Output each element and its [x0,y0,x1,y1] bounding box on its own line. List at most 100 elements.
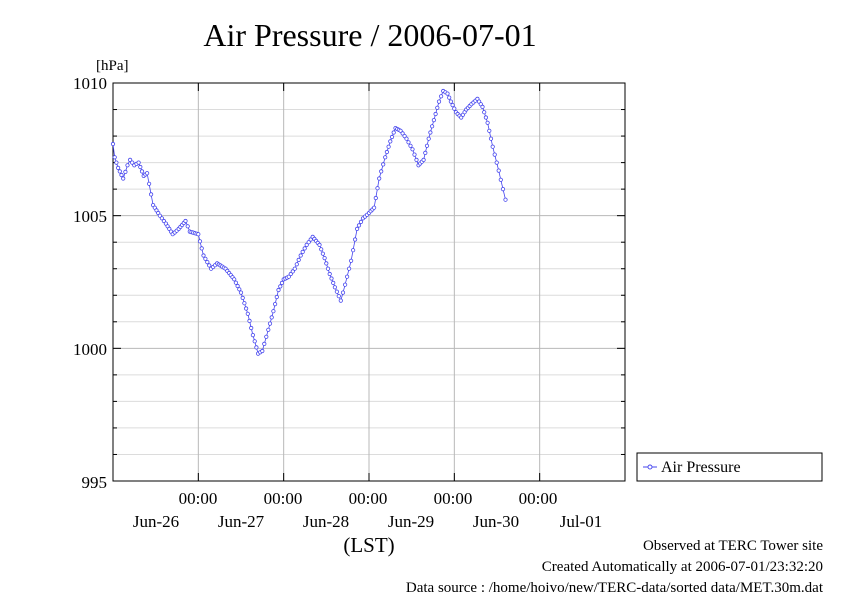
data-point [138,164,143,170]
data-point [159,216,164,221]
x-tick-time: 00:00 [349,489,388,508]
data-point [500,187,506,192]
data-point [319,247,324,252]
data-point [429,124,435,129]
data-point [358,219,364,224]
data-point [317,242,322,247]
data-point [240,295,245,300]
data-point [290,269,295,274]
data-point [260,348,265,354]
data-point [371,205,377,210]
data-point [383,155,388,160]
air-pressure-points [110,88,508,356]
observed-note: Observed at TERC Tower site [643,538,823,554]
legend-marker [647,464,653,470]
data-point [435,105,440,110]
x-tick-time: 00:00 [179,489,218,508]
data-point [386,144,391,149]
data-point [324,261,329,266]
data-point [421,157,426,162]
data-point [482,110,487,115]
data-point [197,239,203,244]
data-point [294,262,299,267]
data-point [139,169,145,174]
data-point [235,283,240,289]
data-point [391,130,396,135]
x-tick-date: Jun-27 [218,512,265,531]
data-point [485,120,490,125]
y-tick-label: 1010 [73,74,107,93]
data-point [452,106,457,111]
data-point [352,237,358,242]
data-point [410,147,415,152]
x-axis-label: (LST) [343,533,394,557]
data-point [389,134,395,140]
axis-ticks [113,83,625,481]
data-point [424,143,430,148]
data-point [199,246,204,251]
y-axis-unit: [hPa] [96,58,129,74]
data-point [237,287,242,292]
data-point [292,266,297,271]
data-point [110,141,116,147]
data-point [125,163,130,168]
grid-lines [113,83,625,481]
data-point [488,136,494,141]
x-tick-time: 00:00 [519,489,558,508]
data-point [267,321,273,326]
data-point [448,99,453,104]
data-point [266,327,271,332]
data-point [252,339,257,344]
data-point [271,309,276,314]
data-point [346,266,352,271]
data-point [245,311,250,316]
data-point [354,226,360,231]
data-point [332,285,337,290]
data-point [196,232,201,237]
data-point [344,274,350,279]
data-point [408,143,413,148]
x-tick-date: Jun-28 [303,512,349,531]
x-tick-date: Jun-30 [473,512,519,531]
air-pressure-line [112,90,506,355]
legend-box [636,452,823,482]
data-point [404,136,409,141]
data-point [123,169,128,174]
data-point [296,257,301,262]
data-point [348,258,354,263]
y-tick-labels: 1010 1005 1000 995 [73,74,107,492]
x-tick-time: 00:00 [434,489,473,508]
data-point [232,277,237,282]
data-point [203,256,208,261]
data-point [426,136,431,141]
data-point [205,259,210,265]
data-point [350,248,356,253]
data-point [450,103,455,108]
data-point [428,130,433,135]
data-point [320,251,325,256]
data-point [298,253,303,258]
data-point [447,95,452,100]
data-point [207,263,212,268]
data-point [286,274,291,279]
data-point [487,128,492,133]
y-tick-label: 1000 [73,340,107,359]
data-point [379,169,384,174]
data-point [431,118,436,123]
data-point [119,172,124,178]
data-point [262,341,267,346]
data-point [334,289,339,294]
x-tick-labels: 00:00 00:00 00:00 00:00 00:00 Jun-26 Jun… [133,489,602,531]
data-point [406,140,411,145]
data-point [356,223,362,228]
data-point [185,224,190,229]
data-point [496,168,501,173]
data-point [238,290,244,295]
data-point [274,294,279,300]
data-point [381,162,386,167]
data-point [254,345,259,350]
data-point [279,280,285,285]
data-point [494,160,499,165]
x-tick-date: Jun-26 [133,512,179,531]
data-point [480,104,485,110]
